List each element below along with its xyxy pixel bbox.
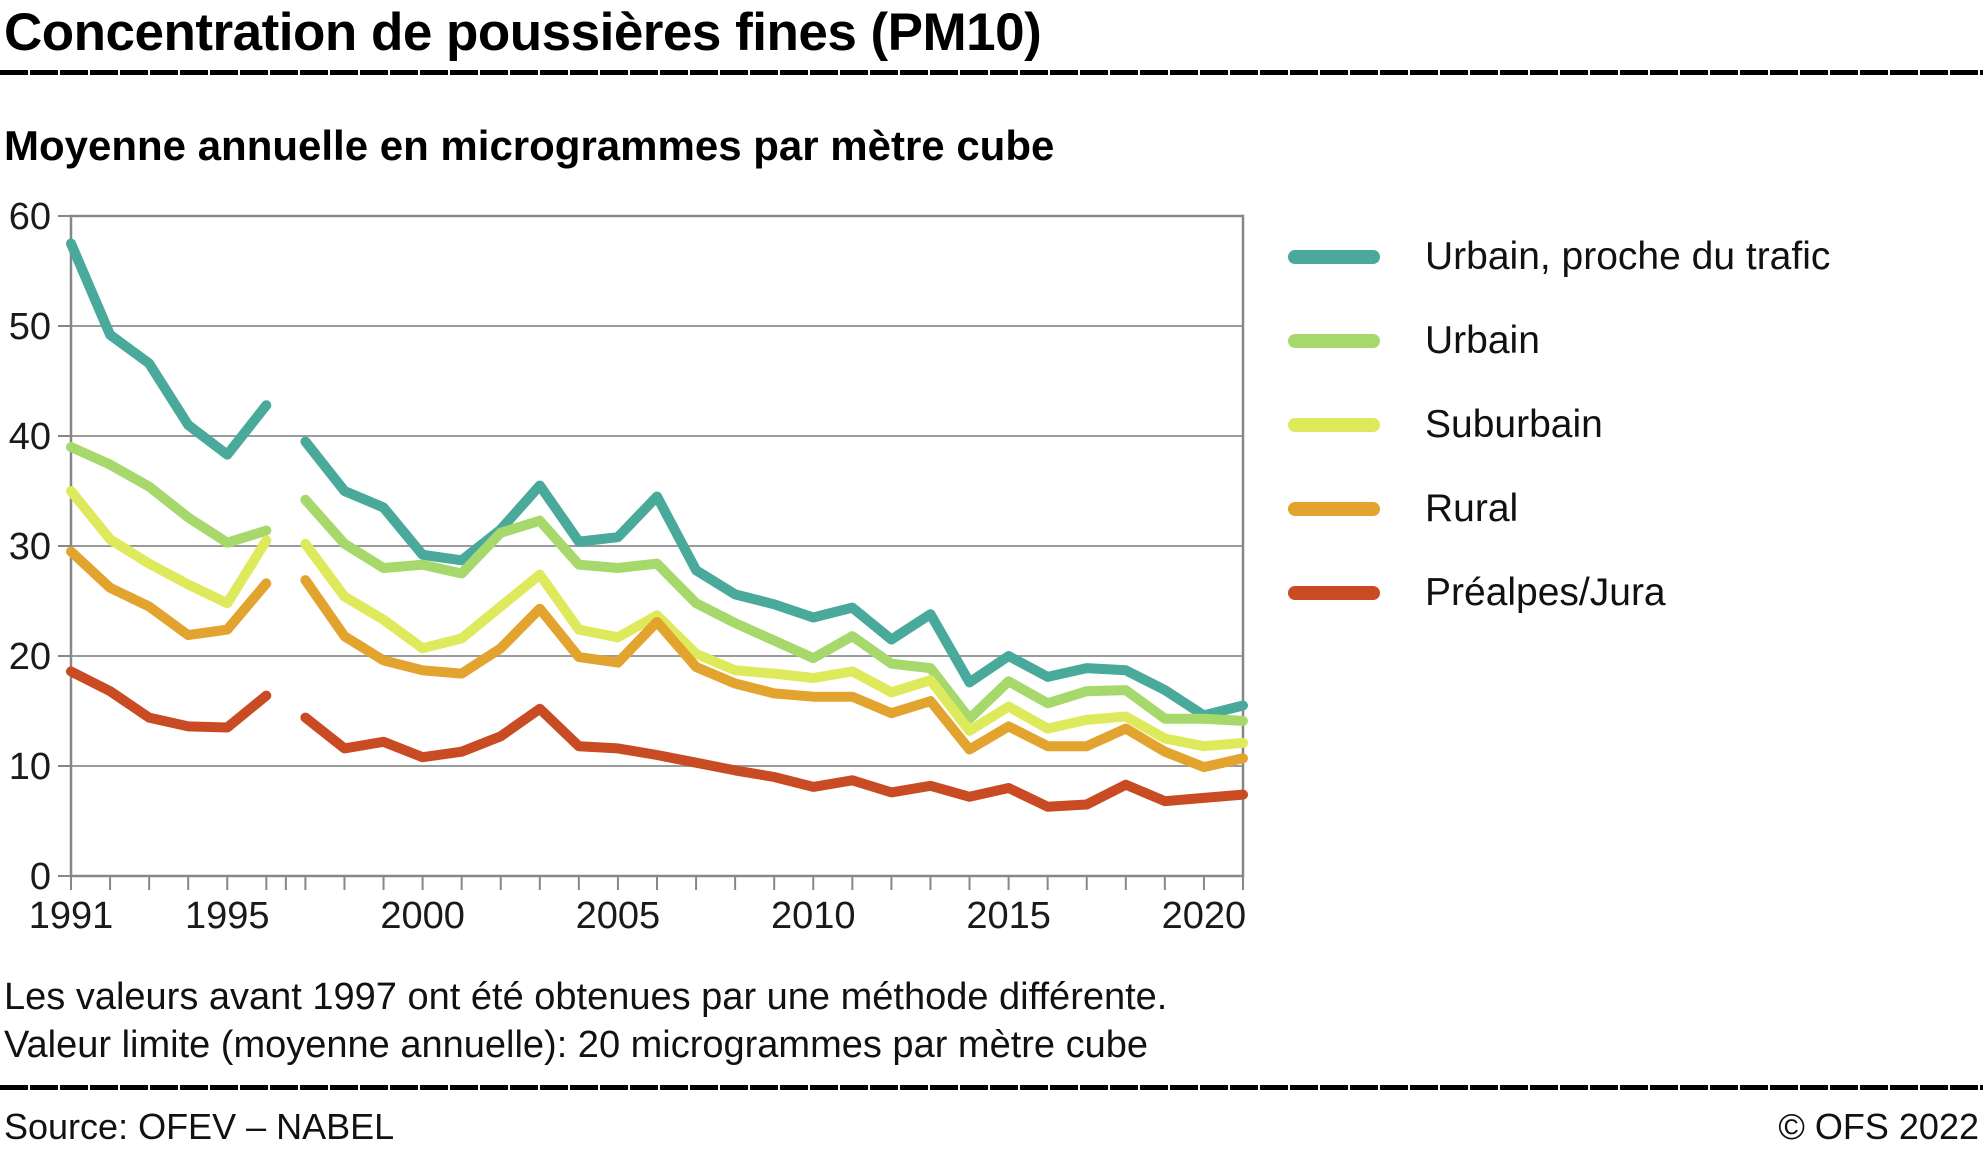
legend-item-prealpes-jura: Préalpes/Jura	[1288, 551, 1830, 635]
legend-label-prealpes-jura: Préalpes/Jura	[1425, 571, 1666, 614]
legend-swatch-urbain	[1288, 334, 1380, 348]
series-line-urbain-proche-du-trafic-seg1	[66, 238, 272, 460]
legend-swatch-prealpes-jura	[1288, 586, 1380, 600]
footnote-method: Les valeurs avant 1997 ont été obtenues …	[4, 976, 1168, 1018]
series-line-pr-alpes-jura-seg2	[300, 703, 1248, 812]
y-tick-label-40: 40	[9, 416, 51, 458]
series-line-urbain-seg2	[300, 494, 1248, 726]
chart-subtitle: Moyenne annuelle en microgrammes par mèt…	[4, 122, 1055, 169]
footnote-limit: Valeur limite (moyenne annuelle): 20 mic…	[4, 1023, 1149, 1066]
legend-swatch-urbain-trafic	[1288, 250, 1380, 264]
footnotes: Les valeurs avant 1997 ont été obtenues …	[4, 974, 1167, 1069]
legend-item-rural: Rural	[1288, 467, 1830, 551]
x-tick-label-2015: 2015	[966, 895, 1051, 937]
x-tick-label-2020: 2020	[1162, 895, 1247, 937]
footer: Source: OFEV – NABEL © OFS 2022	[4, 1106, 1979, 1148]
legend-label-rural: Rural	[1425, 487, 1519, 530]
x-tick-label-2000: 2000	[380, 895, 465, 937]
y-tick-label-60: 60	[9, 196, 51, 238]
series-line-suburbain-seg2	[300, 538, 1248, 752]
y-tick-label-50: 50	[9, 306, 51, 348]
x-tick-label-1991: 1991	[29, 895, 114, 937]
series-line-suburbain-seg1	[66, 486, 272, 609]
legend-swatch-rural	[1288, 502, 1380, 516]
series-line-rural-seg2	[300, 575, 1248, 773]
line-chart: 0 10 20 30 40 50 60 1991 1995 2000 2005 2010 2015 202…	[9, 196, 1248, 937]
footer-rule	[0, 1085, 1983, 1090]
chart-title: Concentration de poussières fines (PM10)	[4, 3, 1042, 62]
title-rule	[0, 70, 1983, 75]
y-tick-label-30: 30	[9, 526, 51, 568]
legend-item-urbain-trafic: Urbain, proche du trafic	[1288, 215, 1830, 299]
legend-label-urbain: Urbain	[1425, 319, 1540, 362]
plot-area	[69, 214, 1245, 878]
series-line-pr-alpes-jura-seg1	[66, 666, 272, 733]
legend-label-suburbain: Suburbain	[1425, 403, 1603, 446]
legend: Urbain, proche du trafic Urbain Suburbai…	[1288, 215, 1830, 635]
x-tick-label-1995: 1995	[185, 895, 270, 937]
legend-label-urbain-trafic: Urbain, proche du trafic	[1425, 235, 1831, 278]
source-text: Source: OFEV – NABEL	[4, 1106, 395, 1147]
legend-item-urbain: Urbain	[1288, 299, 1830, 383]
x-tick-label-2005: 2005	[576, 895, 661, 937]
legend-item-suburbain: Suburbain	[1288, 383, 1830, 467]
y-tick-label-20: 20	[9, 636, 51, 678]
series-line-urbain-seg1	[66, 442, 272, 548]
y-tick-label-0: 0	[30, 856, 51, 898]
y-tick-label-10: 10	[9, 746, 51, 788]
x-tick-label-2010: 2010	[771, 895, 856, 937]
series-line-urbain-proche-du-trafic-seg2	[300, 436, 1248, 721]
copyright-text: © OFS 2022	[1778, 1106, 1979, 1147]
series-line-rural-seg1	[66, 546, 272, 641]
legend-swatch-suburbain	[1288, 418, 1380, 432]
